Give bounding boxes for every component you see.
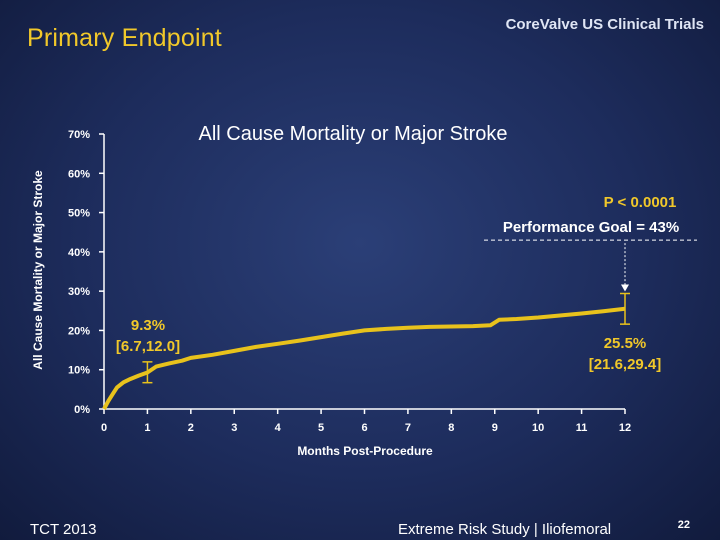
footer-study: Extreme Risk Study | Iliofemoral — [398, 521, 612, 538]
y-tick-label: 10% — [68, 365, 90, 377]
x-tick-label: 1 — [144, 422, 150, 434]
brand-logo-text: CoreValve US Clinical Trials — [505, 16, 704, 33]
x-tick-label: 8 — [448, 422, 454, 434]
performance-goal-label: Performance Goal = 43% — [503, 219, 679, 236]
km-curve-line — [102, 306, 626, 410]
y-tick-label: 60% — [68, 168, 90, 180]
x-tick-label: 2 — [188, 422, 194, 434]
x-tick-label: 0 — [101, 422, 107, 434]
y-tick-label: 30% — [68, 286, 90, 298]
p-value-label: P < 0.0001 — [604, 194, 677, 211]
x-tick-label: 3 — [231, 422, 237, 434]
x-tick-label: 5 — [318, 422, 324, 434]
y-axis-label: All Cause Mortality or Major Stroke — [31, 170, 45, 370]
footer-event: TCT 2013 — [30, 521, 97, 538]
y-tick-label: 50% — [68, 208, 90, 220]
annotation-1-ci: [6.7,12.0] — [116, 338, 180, 355]
slide-title: Primary Endpoint — [27, 24, 222, 52]
x-tick-label: 11 — [576, 422, 588, 434]
annotation-2-ci: [21.6,29.4] — [589, 356, 662, 373]
y-tick-label: 70% — [68, 129, 90, 141]
goal-arrowhead — [621, 284, 629, 292]
x-tick-label: 9 — [492, 422, 498, 434]
annotation-2-value: 25.5% — [604, 335, 647, 352]
y-tick-label: 40% — [68, 247, 90, 259]
page-number: 22 — [677, 519, 690, 531]
chart-title: All Cause Mortality or Major Stroke — [199, 123, 508, 145]
x-tick-label: 7 — [405, 422, 411, 434]
x-tick-label: 6 — [361, 422, 367, 434]
x-tick-label: 10 — [532, 422, 544, 434]
x-axis-label: Months Post-Procedure — [297, 444, 433, 458]
annotation-1-value: 9.3% — [131, 317, 165, 334]
y-tick-label: 20% — [68, 325, 90, 337]
y-tick-label: 0% — [74, 404, 90, 416]
x-tick-label: 4 — [275, 422, 282, 434]
x-tick-label: 12 — [619, 422, 631, 434]
